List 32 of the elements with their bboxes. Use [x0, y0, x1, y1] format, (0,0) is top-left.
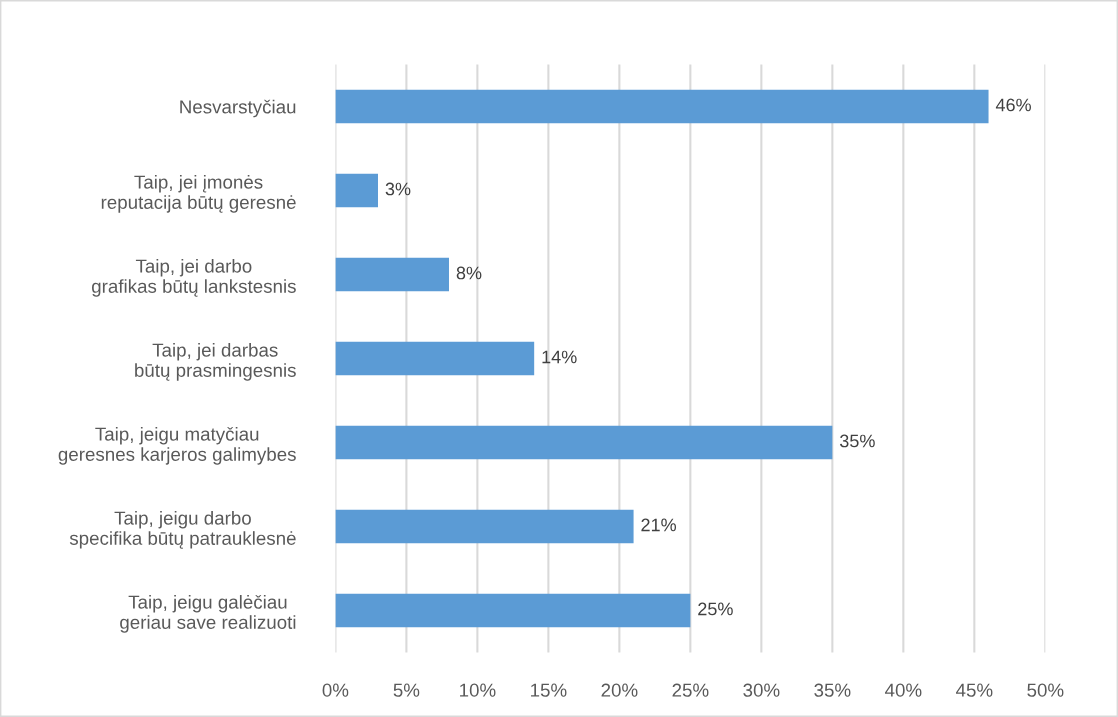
bar [335, 425, 833, 460]
x-tick-label: 0% [322, 683, 349, 697]
bar [335, 89, 989, 124]
x-tick-label: 35% [814, 683, 851, 697]
bar [335, 257, 449, 292]
data-label: 8% [456, 266, 482, 280]
x-tick-label: 30% [743, 683, 780, 697]
y-tick-label: Taip, jeigu matyčiau geresnes karjeros galimybes [58, 426, 296, 465]
y-tick-label: Taip, jei darbo grafikas būtų lankstesnis [92, 258, 296, 297]
y-tick-label: Taip, jeigu galėčiau geriau save realizuoti [120, 594, 296, 633]
y-tick-label: Nesvarstyčiau [180, 99, 296, 118]
bar [335, 593, 691, 628]
data-label: 35% [839, 434, 875, 448]
x-tick-label: 25% [672, 683, 709, 697]
x-tick-label: 45% [956, 683, 993, 697]
bar [335, 173, 378, 208]
data-label: 14% [542, 350, 577, 364]
data-label: 25% [698, 602, 733, 616]
x-tick-label: 5% [393, 683, 420, 697]
x-tick-label: 40% [885, 683, 922, 697]
data-label: 21% [641, 518, 677, 532]
x-tick-label: 20% [601, 683, 638, 697]
y-tick-label: Taip, jeigu darbo specifika būtų patrauklesnė [69, 510, 296, 549]
x-tick-label: 10% [460, 683, 496, 697]
bar [335, 509, 634, 544]
x-tick-label: 50% [1027, 683, 1064, 697]
data-label: 46% [995, 98, 1031, 112]
y-tick-label: Taip, jei darbas būtų prasmingesnis [135, 342, 296, 381]
data-label: 3% [385, 182, 411, 196]
x-tick-label: 15% [531, 683, 567, 697]
bar [335, 341, 535, 376]
y-tick-label: Taip, jei įmonės reputacija būtų geresnė [101, 174, 296, 213]
